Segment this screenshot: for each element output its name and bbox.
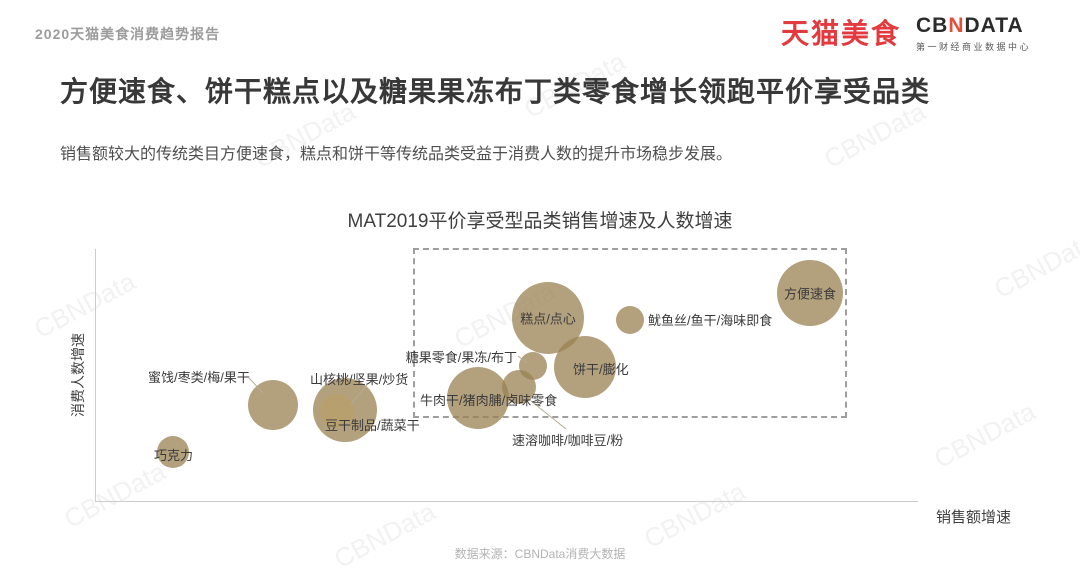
bubble-qiaokeli bbox=[157, 436, 189, 468]
page-subtitle: 销售额较大的传统类目方便速食，糕点和饼干等传统品类受益于消费人数的提升市场稳步发… bbox=[60, 146, 733, 163]
bubble-fangbiansushi bbox=[777, 260, 843, 326]
bubble-label-dougan: 豆干制品/蔬菜干 bbox=[325, 418, 420, 433]
cbndata-subtitle: 第一财经商业数据中心 bbox=[916, 42, 1032, 52]
data-source-note: 数据来源：CBNData消费大数据 bbox=[454, 547, 626, 561]
bubble-label-shanhetao: 山核桃/坚果/炒货 bbox=[310, 372, 409, 387]
cbndata-logo: CBNDATA 第一财经商业数据中心 bbox=[916, 15, 1046, 53]
bubble-label-surong: 速溶咖啡/咖啡豆/粉 bbox=[512, 433, 624, 448]
bubble-surong bbox=[502, 370, 536, 404]
bubble-binggan bbox=[554, 336, 616, 398]
tmall-food-logo: 天猫美食 bbox=[781, 18, 902, 49]
bubble-label-fangbiansushi: 方便速食 bbox=[783, 286, 837, 302]
bubble-label-youyusi: 鱿鱼丝/鱼干/海味即食 bbox=[648, 313, 773, 328]
bubble-mijian bbox=[248, 380, 298, 430]
highlight-dashed-box bbox=[413, 248, 847, 418]
bubble-label-qiaokeli: 巧克力 bbox=[154, 448, 194, 463]
bubble-label-binggan: 饼干/膨化 bbox=[573, 362, 629, 377]
page-title: 方便速食、饼干糕点以及糖果果冻布丁类零食增长领跑平价享受品类 bbox=[60, 76, 931, 107]
cbndata-n-accent: N bbox=[948, 14, 965, 37]
bubble-label-niurougan: 牛肉干/猪肉脯/卤味零食 bbox=[420, 393, 558, 408]
cbndata-wordmark: CBNDATA bbox=[916, 14, 1024, 37]
report-title-label: 2020天猫美食消费趋势报告 bbox=[35, 26, 221, 42]
bubble-label-gaodian: 糕点/点心 bbox=[520, 311, 576, 327]
x-axis-line bbox=[95, 501, 918, 502]
bubble-label-mijian: 蜜饯/枣类/梅/果干 bbox=[148, 370, 250, 385]
bubble-niurougan bbox=[447, 367, 509, 429]
y-axis-label: 消费人数增速 bbox=[70, 333, 86, 417]
y-axis-line bbox=[95, 249, 96, 502]
bubble-dougan bbox=[320, 394, 354, 428]
chart-title: MAT2019平价享受型品类销售增速及人数增速 bbox=[347, 211, 733, 232]
bubble-youyusi bbox=[616, 306, 644, 334]
bubble-label-tangguo: 糖果零食/果冻/布丁 bbox=[405, 350, 517, 365]
x-axis-label: 销售额增速 bbox=[936, 509, 1012, 526]
